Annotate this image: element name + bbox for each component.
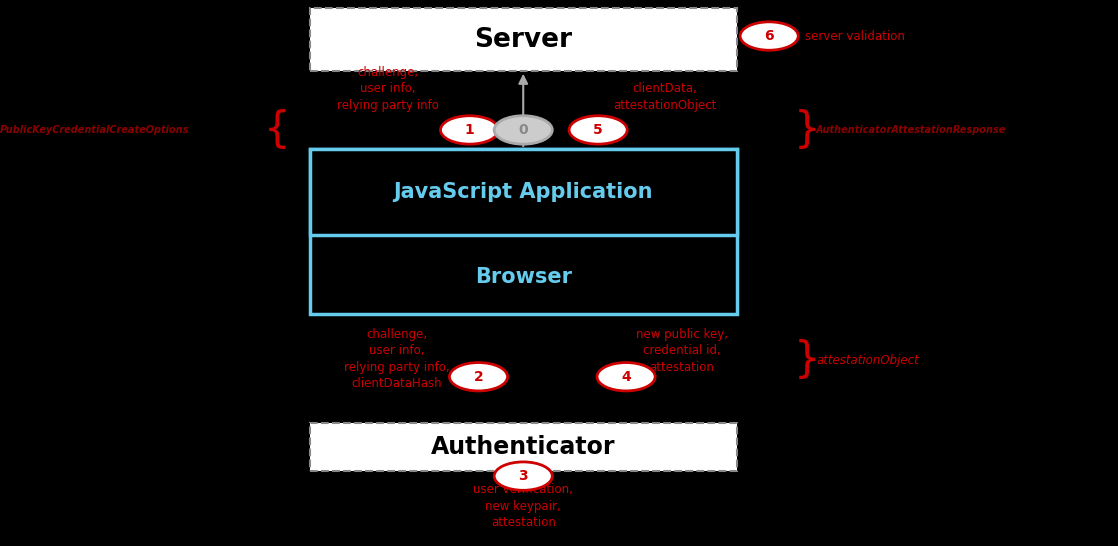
- Circle shape: [597, 363, 655, 391]
- Text: Browser: Browser: [475, 268, 571, 287]
- Circle shape: [740, 22, 798, 50]
- Text: new public key,
credential id,
attestation: new public key, credential id, attestati…: [636, 328, 728, 373]
- Text: 2: 2: [474, 370, 483, 384]
- Text: {: {: [264, 109, 291, 151]
- Text: challenge,
user info,
relying party info,
clientDataHash: challenge, user info, relying party info…: [344, 328, 449, 390]
- Text: challenge,
user info,
relying party info: challenge, user info, relying party info: [337, 66, 439, 112]
- Circle shape: [569, 116, 627, 144]
- Text: Authenticator: Authenticator: [430, 435, 616, 459]
- Text: attestationObject: attestationObject: [816, 354, 919, 367]
- Text: clientData,
attestationObject: clientData, attestationObject: [614, 82, 717, 112]
- Text: }: }: [794, 340, 821, 381]
- FancyBboxPatch shape: [310, 149, 737, 314]
- Circle shape: [440, 116, 499, 144]
- Text: JavaScript Application: JavaScript Application: [394, 182, 653, 202]
- Text: 6: 6: [765, 29, 774, 43]
- Text: PublicKeyCredentialCreateOptions: PublicKeyCredentialCreateOptions: [0, 125, 189, 135]
- Text: 3: 3: [519, 469, 528, 483]
- Text: 5: 5: [594, 123, 603, 137]
- Text: user verification,
new keypair,
attestation: user verification, new keypair, attestat…: [473, 483, 574, 529]
- Text: 1: 1: [465, 123, 474, 137]
- FancyBboxPatch shape: [310, 8, 737, 71]
- FancyBboxPatch shape: [310, 149, 737, 235]
- Circle shape: [494, 462, 552, 490]
- Text: AuthenticatorAttestationResponse: AuthenticatorAttestationResponse: [816, 125, 1006, 135]
- Text: 4: 4: [622, 370, 631, 384]
- Text: Server: Server: [474, 27, 572, 53]
- Circle shape: [494, 116, 552, 144]
- Text: server validation: server validation: [805, 29, 904, 43]
- FancyBboxPatch shape: [310, 423, 737, 471]
- Circle shape: [449, 363, 508, 391]
- Text: }: }: [794, 109, 821, 151]
- Text: 0: 0: [519, 123, 528, 137]
